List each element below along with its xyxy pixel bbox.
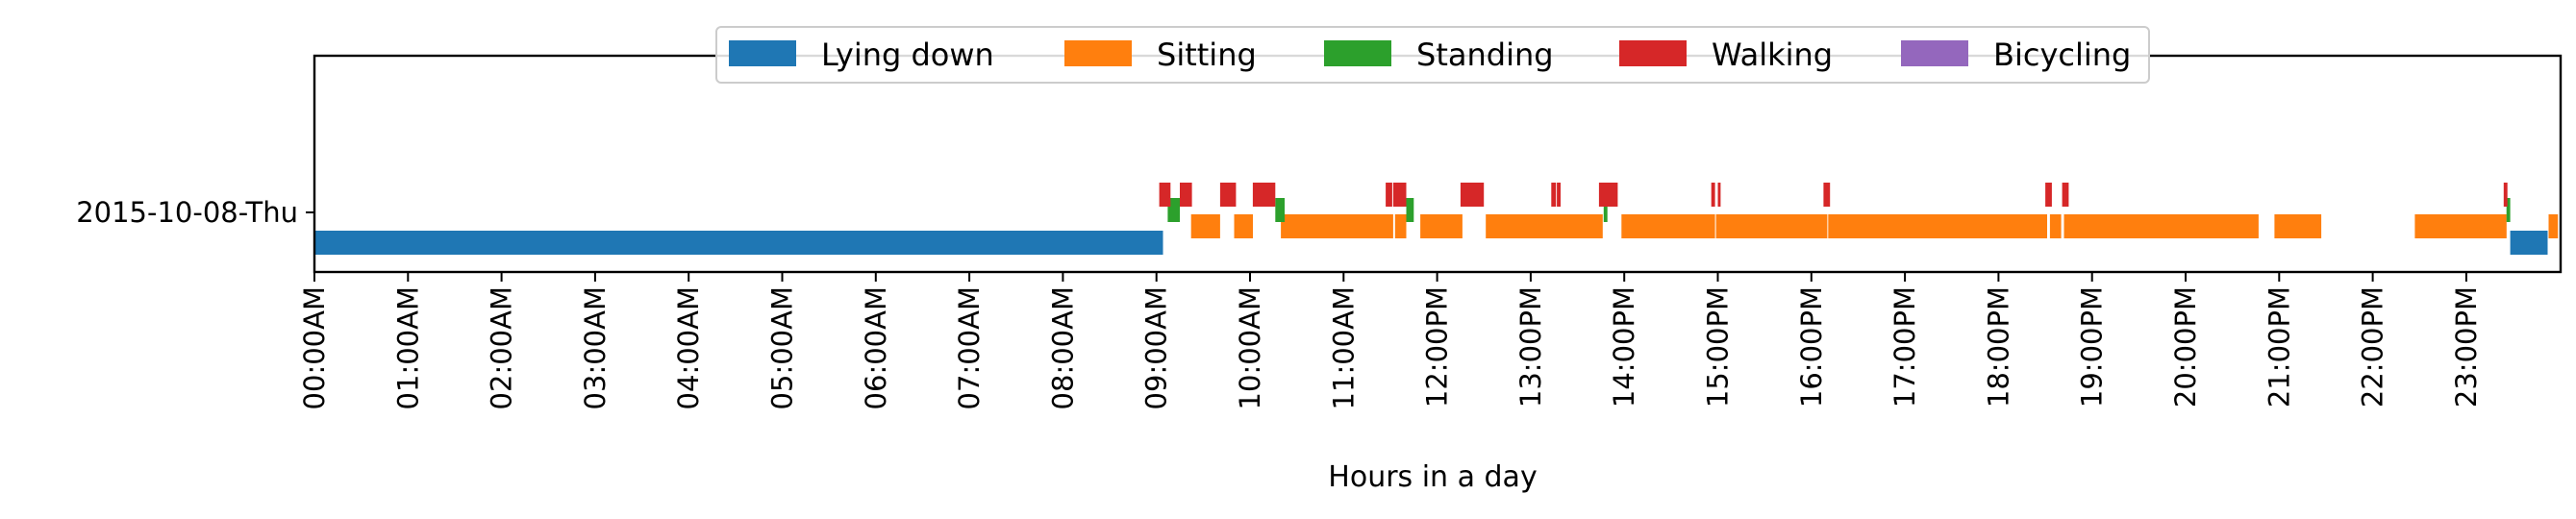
legend-label-sitting: Sitting: [1157, 37, 1257, 73]
bar-walking: [1392, 183, 1407, 207]
legend-label-walking: Walking: [1712, 37, 1833, 73]
legend-swatch-bicycling: [1901, 40, 1968, 66]
bar-sitting: [2414, 214, 2507, 238]
x-tick-label: 18:00PM: [1982, 286, 2014, 408]
x-tick-label: 04:00AM: [672, 286, 705, 409]
bar-sitting: [2063, 214, 2259, 238]
bar-sitting: [1281, 214, 1393, 238]
bar-walking: [2062, 183, 2069, 207]
x-tick-label: 11:00AM: [1327, 286, 1360, 409]
bar-sitting: [1234, 214, 1253, 238]
bar-walking: [1252, 183, 1276, 207]
bar-walking: [1598, 183, 1618, 207]
bar-walking: [1159, 183, 1171, 207]
bar-lying-down: [314, 231, 1163, 255]
bar-walking: [1219, 183, 1237, 207]
x-tick-label: 10:00AM: [1234, 286, 1266, 409]
x-tick-label: 19:00PM: [2076, 286, 2109, 408]
bar-walking: [1551, 183, 1557, 207]
x-tick-label: 23:00PM: [2450, 286, 2483, 408]
x-axis: 00:00AM 01:00AM 02:00AM 03:00AM 04:00AM 05:00…: [298, 272, 2483, 409]
bar-sitting: [2049, 214, 2062, 238]
x-tick-label: 09:00AM: [1140, 286, 1173, 409]
bar-walking: [1180, 183, 1192, 207]
x-tick-label: 15:00PM: [1702, 286, 1735, 408]
activity-bars: [314, 183, 2559, 255]
x-tick-label: 05:00AM: [766, 286, 799, 409]
y-axis: 2015-10-08-Thu: [76, 196, 314, 229]
bar-walking: [2045, 183, 2052, 207]
bar-walking: [1386, 183, 1392, 207]
bar-sitting: [1394, 214, 1407, 238]
bar-lying-down: [2510, 231, 2548, 255]
bar-sitting: [1621, 214, 1715, 238]
bar-walking: [1823, 183, 1831, 207]
x-tick-label: 07:00AM: [953, 286, 986, 409]
x-tick-label: 08:00AM: [1046, 286, 1079, 409]
legend-swatch-standing: [1324, 40, 1391, 66]
legend-label-lying-down: Lying down: [821, 37, 994, 73]
x-tick-label: 20:00PM: [2169, 286, 2202, 408]
x-tick-label: 21:00PM: [2263, 286, 2295, 408]
x-tick-label: 02:00AM: [486, 286, 518, 409]
bar-sitting: [1828, 214, 2047, 238]
bar-sitting: [2548, 214, 2559, 238]
x-tick-label: 12:00PM: [1421, 286, 1454, 408]
legend: Lying down Sitting Standing Walking Bicyclin…: [715, 26, 2150, 84]
bar-standing: [1603, 198, 1608, 222]
bar-sitting: [1420, 214, 1463, 238]
legend-swatch-sitting: [1064, 40, 1132, 66]
x-tick-label: 00:00AM: [298, 286, 331, 409]
legend-label-standing: Standing: [1416, 37, 1554, 73]
bar-walking: [2503, 183, 2508, 207]
x-axis-title: Hours in a day: [1328, 460, 1537, 494]
bar-sitting: [1486, 214, 1603, 238]
x-tick-label: 01:00AM: [391, 286, 424, 409]
bar-standing: [1167, 198, 1180, 222]
bar-walking: [1460, 183, 1485, 207]
x-tick-label: 14:00PM: [1608, 286, 1640, 408]
x-tick-label: 22:00PM: [2357, 286, 2389, 408]
legend-swatch-lying-down: [729, 40, 796, 66]
bar-walking: [1557, 183, 1561, 207]
bar-sitting: [1190, 214, 1220, 238]
x-tick-label: 16:00PM: [1795, 286, 1828, 408]
x-tick-label: 13:00PM: [1514, 286, 1547, 408]
bar-standing: [1406, 198, 1414, 222]
bar-walking: [1717, 183, 1721, 207]
x-tick-label: 17:00PM: [1888, 286, 1921, 408]
legend-label-bicycling: Bicycling: [1993, 37, 2131, 73]
bar-standing: [2506, 198, 2511, 222]
x-tick-label: 03:00AM: [579, 286, 612, 409]
y-tick-label-day: 2015-10-08-Thu: [76, 196, 298, 229]
bar-sitting: [2274, 214, 2322, 238]
bar-standing: [1275, 198, 1285, 222]
bar-walking: [1711, 183, 1715, 207]
bar-sitting: [1715, 214, 1828, 238]
legend-swatch-walking: [1619, 40, 1687, 66]
x-tick-label: 06:00AM: [860, 286, 892, 409]
